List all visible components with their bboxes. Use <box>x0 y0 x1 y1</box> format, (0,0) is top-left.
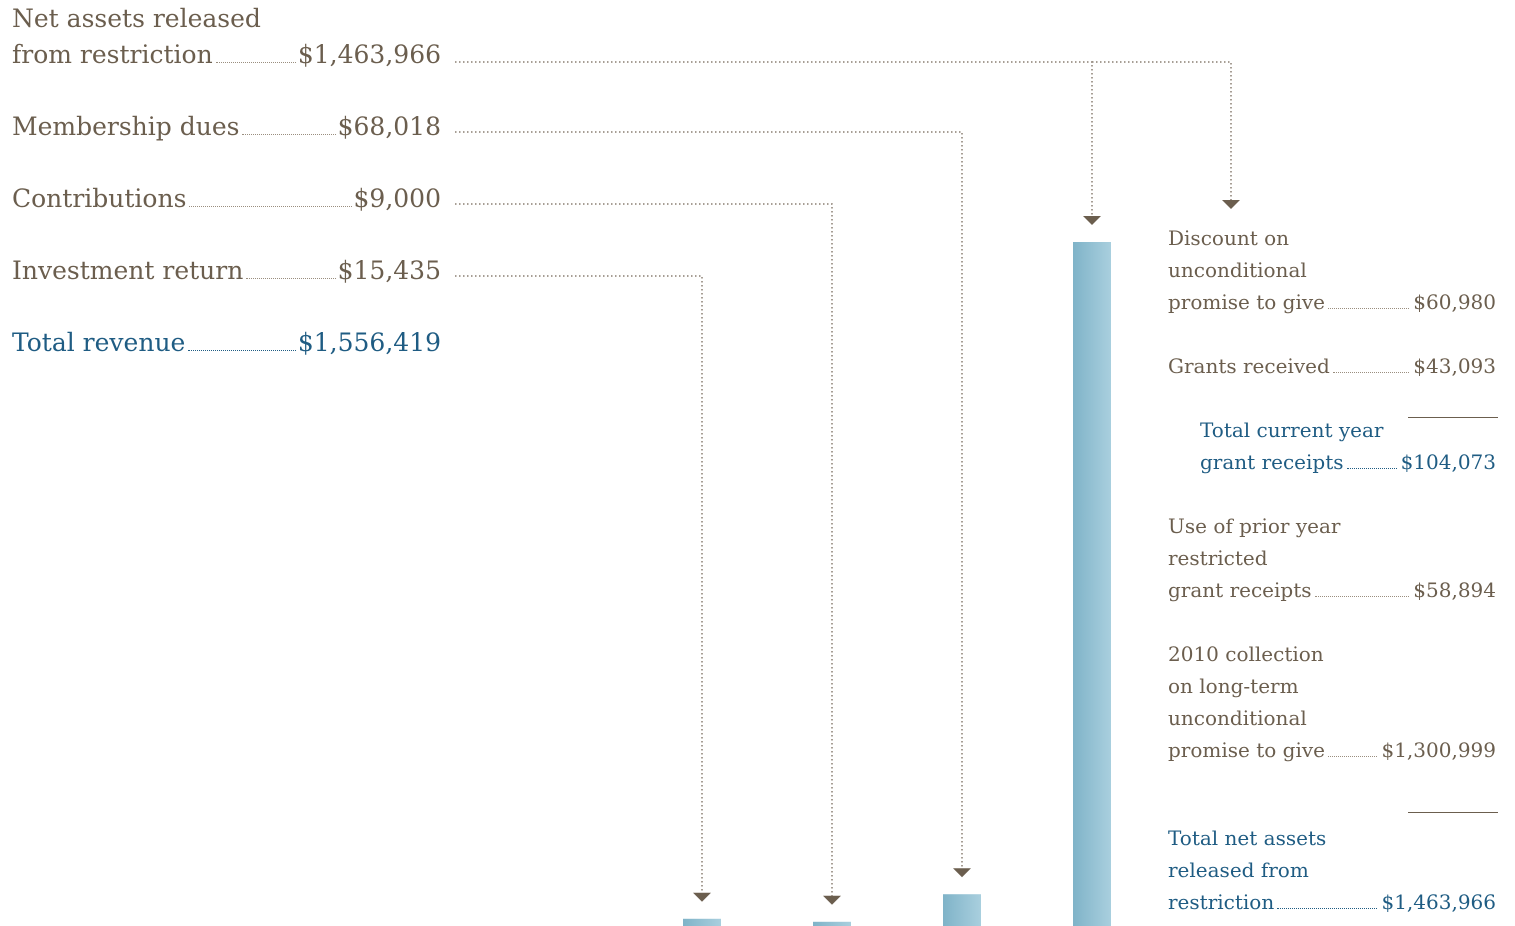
collection-line4: promise to give <box>1168 738 1325 762</box>
connector-line <box>455 61 1093 216</box>
net-assets-row: from restriction $1,463,966 <box>12 37 441 73</box>
current-line1: Total current year <box>1200 418 1384 442</box>
current-year-block: Total current year grant receipts $104,0… <box>1200 414 1496 478</box>
discount-line1: Discount on <box>1168 226 1290 250</box>
prior-value: $58,894 <box>1413 578 1496 602</box>
leader-dots <box>1328 756 1378 757</box>
grants-value: $43,093 <box>1413 354 1496 378</box>
connector-line <box>455 131 963 869</box>
investment-row: Investment return $15,435 <box>12 253 441 289</box>
grants-label: Grants received <box>1168 354 1330 378</box>
grants-block: Grants received $43,093 <box>1168 350 1496 382</box>
discount-value: $60,980 <box>1413 290 1496 314</box>
contributions-row: Contributions $9,000 <box>12 181 441 217</box>
connector-line <box>455 275 703 893</box>
connector-line-breakdown <box>1092 61 1232 200</box>
net-assets-label-line1: Net assets released <box>12 4 261 33</box>
arrow-down-icon <box>823 895 841 905</box>
investment-value: $15,435 <box>337 256 441 285</box>
investment-label: Investment return <box>12 256 244 285</box>
total-rule <box>1408 812 1498 813</box>
leader-dots <box>1277 908 1378 909</box>
prior-line3: grant receipts <box>1168 578 1312 602</box>
leader-dots <box>189 206 352 207</box>
leader-dots <box>1314 596 1410 597</box>
collection-value: $1,300,999 <box>1381 738 1496 762</box>
collection-line1: 2010 collection <box>1168 642 1324 666</box>
net-assets-label-line2: from restriction <box>12 40 213 69</box>
total-released-last-line: restriction $1,463,966 <box>1168 886 1496 918</box>
collection-block: 2010 collection on long-term uncondition… <box>1168 638 1496 766</box>
collection-line3: unconditional <box>1168 706 1307 730</box>
collection-last-line: promise to give $1,300,999 <box>1168 734 1496 766</box>
leader-dots <box>1328 308 1410 309</box>
bar <box>943 894 981 926</box>
leader-dots <box>246 278 336 279</box>
collection-line2: on long-term <box>1168 674 1299 698</box>
connector-line <box>455 203 833 896</box>
bar-series <box>683 242 1111 926</box>
contributions-label: Contributions <box>12 184 187 213</box>
leader-dots <box>242 134 336 135</box>
membership-label: Membership dues <box>12 112 240 141</box>
prior-last-line: grant receipts $58,894 <box>1168 574 1496 606</box>
prior-year-block: Use of prior year restricted grant recei… <box>1168 510 1496 606</box>
current-value: $104,073 <box>1400 450 1496 474</box>
current-line2: grant receipts <box>1200 450 1344 474</box>
discount-last-line: promise to give $60,980 <box>1168 286 1496 318</box>
grants-last-line: Grants received $43,093 <box>1168 350 1496 382</box>
discount-line3: promise to give <box>1168 290 1325 314</box>
leader-dots <box>1332 372 1410 373</box>
discount-block: Discount on unconditional promise to giv… <box>1168 222 1496 318</box>
bar <box>683 918 721 926</box>
discount-line2: unconditional <box>1168 258 1307 282</box>
arrowheads <box>693 200 1240 905</box>
total-revenue-row: Total revenue $1,556,419 <box>12 325 441 361</box>
leader-dots <box>1346 468 1397 469</box>
bar <box>813 921 851 926</box>
membership-row: Membership dues $68,018 <box>12 109 441 145</box>
current-last-line: grant receipts $104,073 <box>1200 446 1496 478</box>
total-released-block: Total net assets released from restricti… <box>1168 822 1496 918</box>
total-revenue-value: $1,556,419 <box>297 328 441 357</box>
leader-dots <box>215 62 296 63</box>
total-released-value: $1,463,966 <box>1381 890 1496 914</box>
prior-line1: Use of prior year <box>1168 514 1341 538</box>
total-revenue-label: Total revenue <box>12 328 186 357</box>
connector-lines <box>455 61 1232 896</box>
arrow-down-icon <box>693 892 711 902</box>
total-released-line3: restriction <box>1168 890 1275 914</box>
bar <box>1073 242 1111 926</box>
subtotal-rule <box>1408 417 1498 418</box>
arrow-down-icon <box>1083 216 1101 225</box>
total-released-line2: released from <box>1168 858 1309 882</box>
prior-line2: restricted <box>1168 546 1268 570</box>
leader-dots <box>188 350 296 351</box>
membership-value: $68,018 <box>337 112 441 141</box>
contributions-value: $9,000 <box>353 184 441 213</box>
net-assets-value: $1,463,966 <box>297 40 441 69</box>
arrow-down-icon <box>1222 200 1240 209</box>
arrow-down-icon <box>953 868 971 878</box>
total-released-line1: Total net assets <box>1168 826 1327 850</box>
